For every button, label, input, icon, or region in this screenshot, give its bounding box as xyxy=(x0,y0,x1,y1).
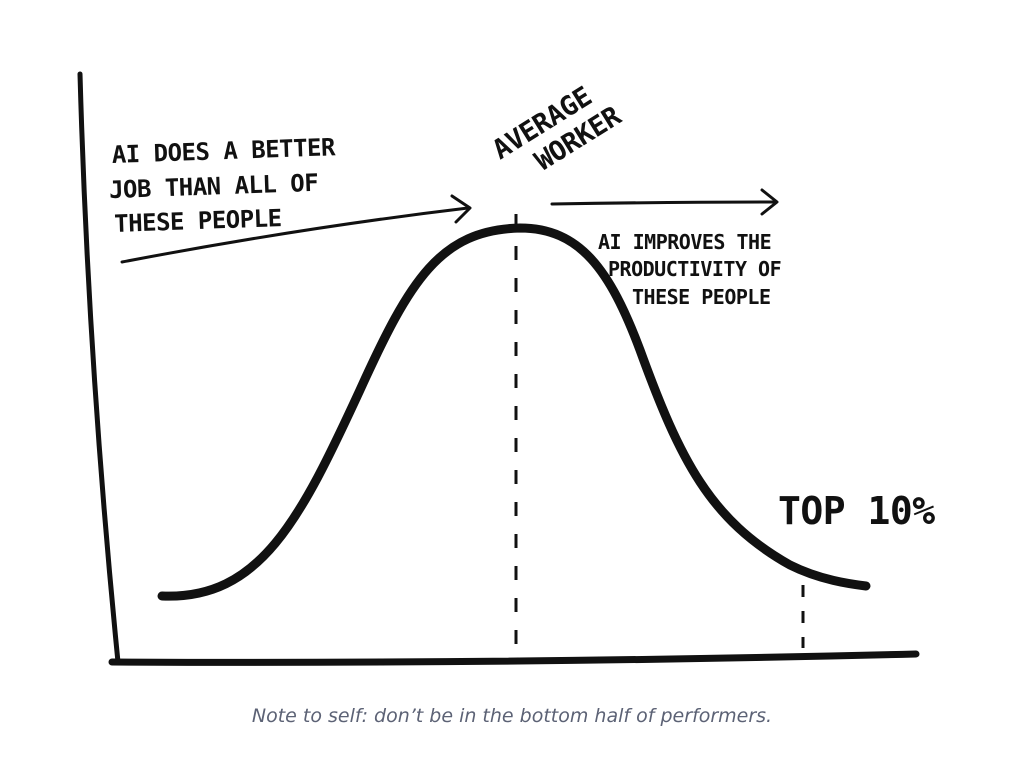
right-note-line-2: PRODUCTIVITY OF xyxy=(608,257,781,281)
right-note-line-1: AI IMPROVES THE xyxy=(598,230,771,254)
peak-label: AVERAGE WORKER xyxy=(487,81,627,177)
left-note-line-2: JOB THAN ALL OF xyxy=(109,169,319,204)
top-10-label: TOP 10% xyxy=(778,489,935,533)
left-arrow-head xyxy=(450,194,472,224)
y-axis xyxy=(77,71,121,665)
right-note-line-3: THESE PEOPLE xyxy=(632,285,771,309)
left-note-line-3: THESE PEOPLE xyxy=(114,204,282,238)
left-note-line-1: AI DOES A BETTER xyxy=(111,133,336,169)
right-arrow-head xyxy=(760,188,779,216)
bell-curve-sketch: AVERAGE WORKER AI DOES A BETTER JOB THAN… xyxy=(77,71,936,666)
right-note: AI IMPROVES THE PRODUCTIVITY OF THESE PE… xyxy=(598,230,782,309)
left-note: AI DOES A BETTER JOB THAN ALL OF THESE P… xyxy=(109,133,337,238)
bell-curve xyxy=(157,223,871,601)
right-arrow-line xyxy=(550,200,778,206)
left-arrow-line xyxy=(120,206,470,264)
caption: Note to self: don’t be in the bottom hal… xyxy=(251,705,773,727)
x-axis xyxy=(108,650,920,666)
